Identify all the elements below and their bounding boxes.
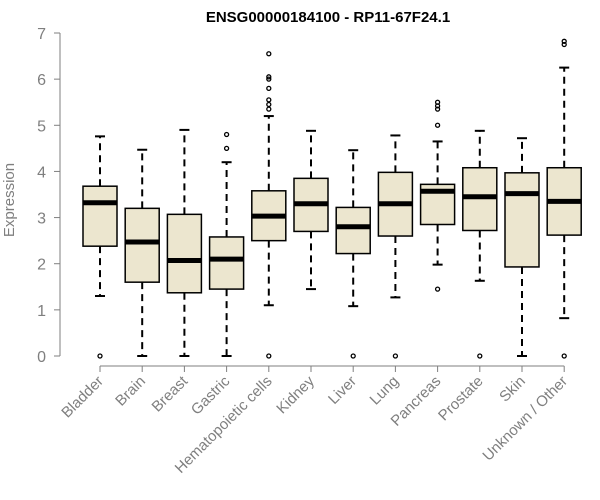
outlier-point: [477, 353, 483, 359]
outlier-point: [223, 131, 230, 138]
y-tick-label: 6: [37, 72, 46, 89]
y-tick-label: 5: [37, 118, 46, 135]
outlier-point: [266, 106, 272, 112]
outlier-point: [350, 353, 356, 359]
box-group: [293, 129, 329, 291]
outlier-point: [266, 101, 272, 108]
y-tick-label: 7: [37, 26, 46, 43]
box-group: [462, 129, 498, 359]
outlier-point: [561, 353, 567, 359]
box-group: [335, 149, 371, 359]
y-tick-label: 1: [37, 303, 46, 320]
y-tick-label: 2: [37, 257, 46, 274]
x-tick-label: Prostate: [435, 373, 487, 425]
box: [82, 185, 118, 247]
outlier-point: [266, 353, 272, 359]
box-group: [208, 131, 245, 357]
x-tick-label: Breast: [149, 372, 192, 415]
outlier-point: [434, 286, 441, 292]
box: [504, 172, 540, 268]
y-tick-label: 0: [37, 349, 46, 366]
x-tick-label: Liver: [325, 373, 360, 408]
outlier-point: [266, 74, 272, 80]
box-group: [124, 148, 160, 357]
outlier-point: [561, 38, 567, 44]
outlier-point: [561, 41, 567, 48]
box: [124, 207, 160, 283]
outlier-point: [392, 353, 399, 359]
y-tick-label: 4: [37, 164, 46, 181]
outlier-point: [434, 99, 441, 105]
box: [335, 206, 371, 255]
outlier-point: [97, 353, 103, 359]
y-axis: 0 1 2 3 4 5 6 7: [37, 26, 61, 366]
box: [166, 213, 203, 294]
outlier-point: [223, 145, 230, 152]
box-group: [166, 128, 203, 357]
y-tick-label: 3: [37, 211, 46, 228]
x-tick-label: Skin: [496, 373, 529, 406]
outlier-point: [434, 122, 441, 128]
x-tick-label: Brain: [112, 373, 149, 410]
box-group: [82, 135, 118, 359]
box-group: [377, 134, 414, 359]
box-group: [251, 51, 287, 359]
x-tick-label: Lung: [367, 373, 403, 409]
box-group: [419, 99, 456, 292]
box-group: [504, 137, 540, 357]
outlier-point: [266, 97, 272, 103]
box-group: [546, 38, 582, 359]
outlier-point: [266, 76, 272, 82]
box: [208, 236, 245, 290]
x-tick-label: Bladder: [58, 373, 107, 422]
plot-area: [82, 38, 582, 359]
y-axis-label: Expression: [1, 163, 18, 237]
outlier-point: [266, 51, 272, 57]
chart-title: ENSG00000184100 - RP11-67F24.1: [206, 9, 450, 26]
outlier-point: [266, 85, 272, 92]
outlier-point: [434, 106, 441, 112]
x-tick-label: Kidney: [273, 372, 318, 417]
